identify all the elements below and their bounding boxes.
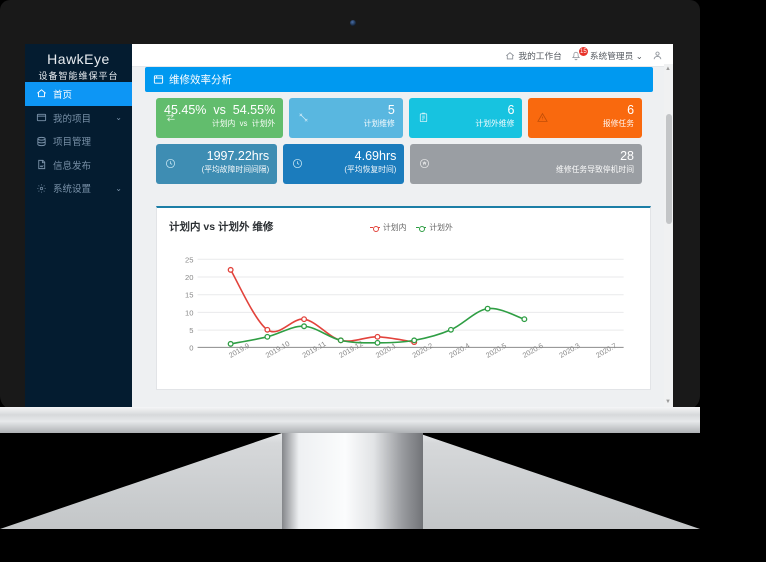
svg-text:2020.4: 2020.4 (447, 341, 471, 360)
svg-text:2020.6: 2020.6 (521, 341, 545, 360)
svg-text:0: 0 (189, 343, 193, 352)
svg-text:20: 20 (185, 273, 193, 282)
svg-text:2020.7: 2020.7 (594, 341, 618, 360)
svg-text:2020.5: 2020.5 (484, 341, 508, 360)
svg-text:5: 5 (189, 326, 193, 335)
svg-text:25: 25 (185, 255, 193, 264)
svg-text:10: 10 (185, 308, 193, 317)
svg-text:2019.10: 2019.10 (264, 339, 291, 360)
svg-text:2020.3: 2020.3 (558, 341, 582, 360)
svg-text:2019.11: 2019.11 (301, 339, 328, 359)
svg-text:15: 15 (185, 291, 193, 300)
